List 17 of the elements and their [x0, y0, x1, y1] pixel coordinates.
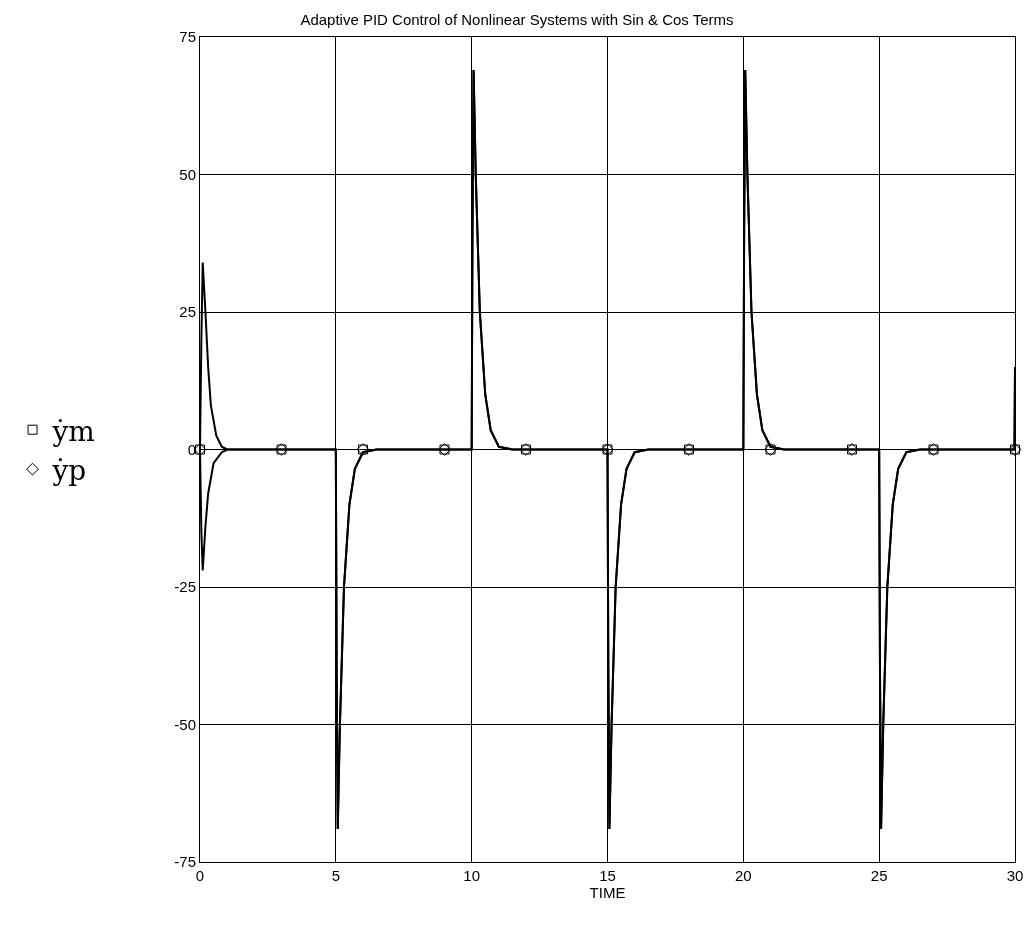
chart-title: Adaptive PID Control of Nonlinear Systems with Sin & Cos Terms — [300, 10, 734, 28]
y-tick-label: 50 — [179, 165, 196, 183]
x-tick-label: 20 — [734, 867, 752, 884]
y-tick-label: -25 — [174, 578, 196, 596]
y-tick-label: 25 — [179, 303, 196, 321]
x-tick-label: 30 — [1006, 867, 1024, 884]
x-axis-title: TIME — [589, 884, 626, 901]
x-tick-label: 10 — [463, 867, 481, 884]
legend-label: ẏm — [51, 414, 95, 448]
y-tick-label: -50 — [174, 715, 196, 733]
y-tick-label: 0 — [187, 440, 196, 458]
x-tick-label: 15 — [599, 867, 616, 884]
y-tick-label: -75 — [174, 853, 196, 871]
y-tick-label: 75 — [179, 28, 196, 46]
x-tick-label: 5 — [331, 867, 340, 884]
legend-label: ẏp — [51, 454, 87, 488]
x-tick-label: 25 — [870, 867, 888, 884]
